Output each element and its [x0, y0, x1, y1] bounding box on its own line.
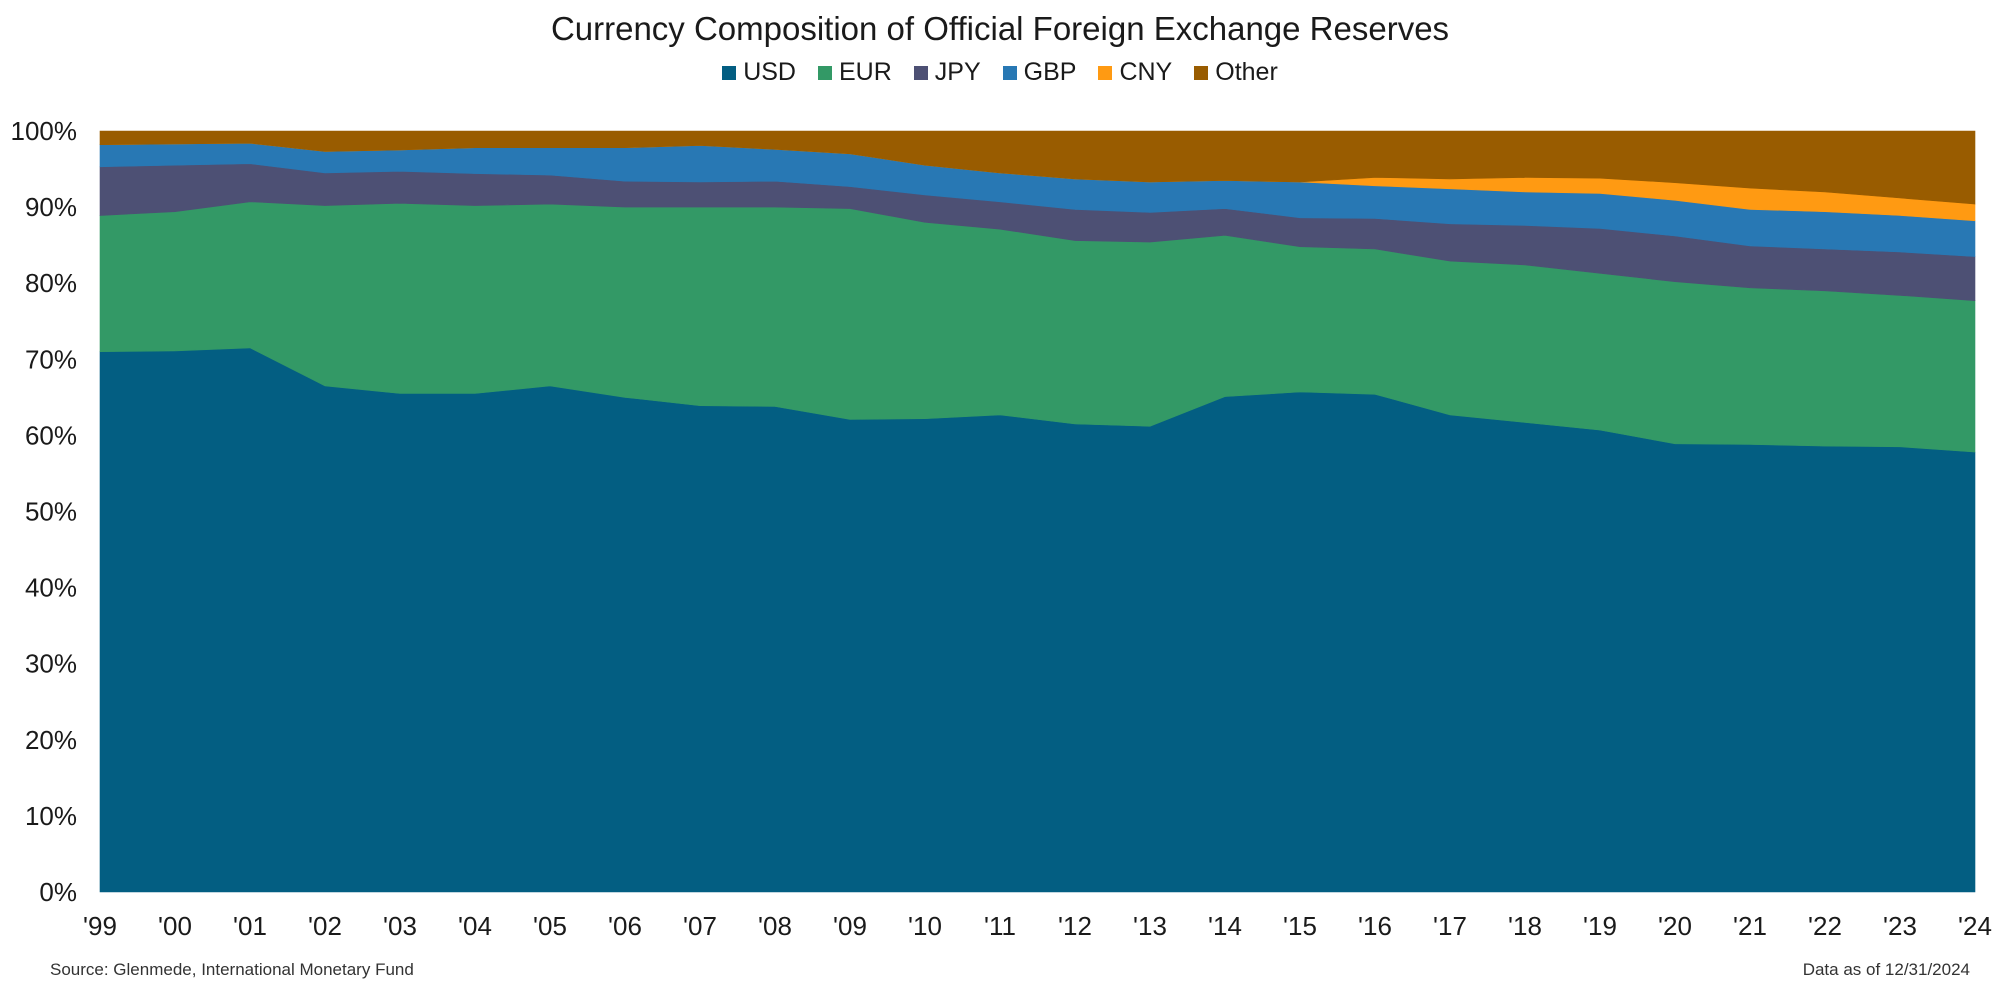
chart-title: Currency Composition of Official Foreign… — [550, 10, 1450, 47]
y-tick-label: 50% — [25, 497, 77, 527]
x-tick-label: '21 — [1733, 911, 1767, 941]
y-tick-label: 70% — [25, 344, 77, 374]
legend-item-gbp: GBP — [1002, 58, 1077, 87]
y-tick-label: 30% — [25, 649, 77, 679]
legend-item-jpy: JPY — [913, 58, 981, 87]
x-tick-label: '11 — [984, 911, 1016, 941]
y-tick-label: 40% — [25, 573, 77, 603]
x-tick-label: '10 — [908, 911, 942, 941]
legend-swatch-jpy — [913, 65, 928, 80]
legend-label-gbp: GBP — [1023, 58, 1077, 86]
legend-item-cny: CNY — [1098, 58, 1172, 87]
x-tick-label: '20 — [1658, 911, 1692, 941]
legend-swatch-cny — [1098, 65, 1113, 80]
legend-swatch-other — [1194, 65, 1209, 80]
y-tick-label: 20% — [25, 725, 77, 755]
x-tick-label: '01 — [233, 911, 267, 941]
x-tick-label: '00 — [158, 911, 192, 941]
x-tick-label: '13 — [1133, 911, 1167, 941]
legend-label-other: Other — [1215, 58, 1278, 86]
legend-item-other: Other — [1194, 58, 1278, 87]
legend-swatch-eur — [818, 65, 832, 80]
x-tick-label: '23 — [1883, 911, 1917, 941]
x-tick-label: '12 — [1058, 911, 1092, 941]
x-tick-label: '05 — [533, 911, 567, 941]
x-tick-label: '24 — [1958, 911, 1992, 941]
x-tick-label: '17 — [1433, 911, 1467, 941]
legend-label-usd: USD — [743, 58, 796, 86]
legend-swatch-gbp — [1002, 65, 1017, 80]
legend-swatch-usd — [722, 65, 737, 80]
x-tick-label: '03 — [383, 911, 417, 941]
x-tick-label: '99 — [83, 911, 117, 941]
x-tick-label: '04 — [458, 911, 492, 941]
source-note: Source: Glenmede, International Monetary… — [50, 960, 414, 979]
data-date-note: Data as of 12/31/2024 — [1802, 960, 1970, 979]
y-axis-ticks: 0% 10% 20% 30% 40% 50% 60% 70% 80% 90% 100% — [11, 116, 78, 907]
x-tick-label: '06 — [608, 911, 642, 941]
x-tick-label: '09 — [833, 911, 867, 941]
legend-item-usd: USD — [722, 58, 796, 87]
legend-label-eur: EUR — [839, 58, 892, 86]
x-tick-label: '18 — [1508, 911, 1542, 941]
y-tick-label: 60% — [25, 420, 77, 450]
x-tick-label: '15 — [1283, 911, 1317, 941]
y-tick-label: 0% — [39, 877, 77, 907]
y-tick-label: 10% — [25, 801, 77, 831]
legend-label-jpy: JPY — [934, 58, 981, 86]
chart-areas — [99, 130, 1976, 893]
legend-label-cny: CNY — [1119, 58, 1173, 86]
x-tick-label: '08 — [758, 911, 792, 941]
x-tick-label: '14 — [1208, 911, 1242, 941]
x-tick-label: '07 — [683, 911, 717, 941]
x-axis-ticks: '99 '00 '01 '02 '03 '04 '05 '06 '07 '08 '09 '10 '11 '… — [83, 911, 1992, 941]
x-tick-label: '19 — [1583, 911, 1617, 941]
y-tick-label: 90% — [25, 192, 77, 222]
y-tick-label: 80% — [25, 268, 77, 298]
x-tick-label: '22 — [1808, 911, 1842, 941]
chart-legend: USD EUR JPY GBP CNY Other — [0, 58, 2000, 87]
x-tick-label: '16 — [1358, 911, 1392, 941]
area-other — [99, 130, 1976, 205]
y-tick-label: 100% — [11, 116, 78, 146]
legend-item-eur: EUR — [818, 58, 892, 87]
x-tick-label: '02 — [308, 911, 342, 941]
